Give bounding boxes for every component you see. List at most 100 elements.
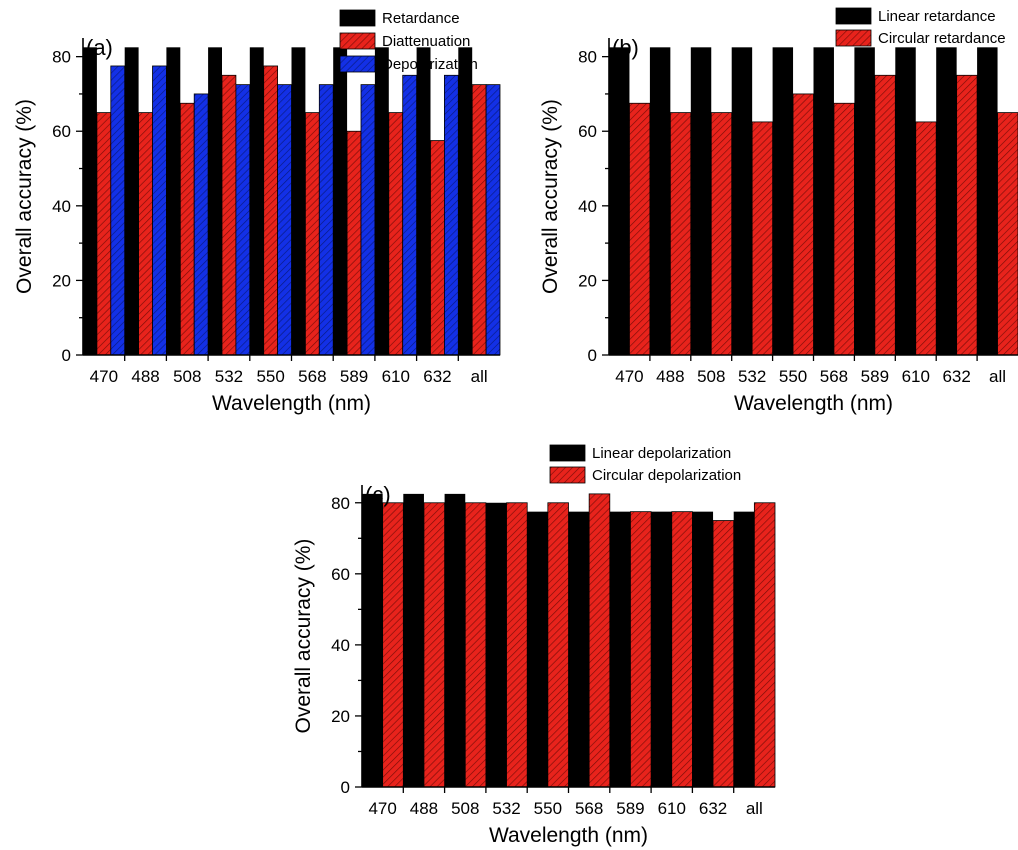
- y-tick-label-0: 0: [588, 346, 597, 365]
- bar-linear-depolarization-632: [692, 511, 714, 787]
- bar-linear-retardance-632: [936, 47, 957, 355]
- y-tick-label-20: 20: [578, 271, 597, 290]
- x-tick-label-488: 488: [131, 367, 159, 386]
- bar-diattenuation-568: [304, 112, 320, 356]
- bar-circular-retardance-550: [792, 93, 814, 356]
- panel-b-chart: 0 20 40 60 80 470 488 508 532 550 568 589 610 632 all W…: [539, 7, 1018, 415]
- bar-diattenuation-610: [388, 112, 404, 356]
- bar-circular-retardance-532: [751, 121, 774, 356]
- bar-depolarization-550: [277, 84, 292, 356]
- x-tick-label-470: 470: [615, 367, 643, 386]
- series-linear-depolarization: [362, 493, 755, 787]
- y-tick-label-20: 20: [52, 271, 71, 290]
- x-tick-label-610: 610: [382, 367, 410, 386]
- x-tick-label-532: 532: [492, 799, 520, 818]
- bar-retardance-568: [291, 47, 306, 355]
- bar-depolarization-508: [193, 93, 209, 356]
- bar-depolarization-589: [360, 84, 376, 356]
- bar-retardance-all: [458, 47, 473, 355]
- legend-swatch-retardance: [339, 9, 376, 27]
- bar-linear-retardance-589: [854, 47, 875, 355]
- panel-c-chart: 0 20 40 60 80 470 488 508 532 550 568 589 610 632 all W…: [292, 444, 776, 847]
- bar-linear-depolarization-488: [403, 493, 424, 787]
- y-axis-title: Overall accuracy (%): [292, 539, 315, 734]
- bar-retardance-632: [416, 47, 431, 355]
- legend-label-diattenuation: Diattenuation: [382, 33, 470, 50]
- bar-circular-retardance-508: [710, 112, 733, 356]
- panel-a-chart: 0 20 40 60 80 470 488 508 532 550 568 589 610 632 all W…: [13, 9, 501, 415]
- x-tick-label-all: all: [471, 367, 488, 386]
- bar-linear-retardance-488: [649, 47, 671, 355]
- x-tick-label-568: 568: [298, 367, 326, 386]
- legend-swatch-diattenuation: [339, 32, 376, 50]
- x-tick-label-589: 589: [340, 367, 368, 386]
- y-tick-label-40: 40: [578, 197, 597, 216]
- x-tick-label-all: all: [989, 367, 1006, 386]
- x-tick-label-508: 508: [173, 367, 201, 386]
- bar-retardance-488: [124, 47, 139, 355]
- bar-diattenuation-470: [96, 112, 112, 356]
- bar-diattenuation-589: [346, 130, 362, 356]
- legend-swatch-circular-retardance: [835, 29, 872, 47]
- y-tick-label-60: 60: [52, 122, 71, 141]
- series-depolarization: [110, 65, 501, 356]
- bar-retardance-508: [166, 47, 181, 355]
- x-axis-title: Wavelength (nm): [212, 392, 371, 415]
- panel-label: (a): [86, 35, 113, 60]
- x-tick-label-589: 589: [616, 799, 644, 818]
- panel-label: (b): [612, 35, 639, 60]
- legend: Linear retardance Circular retardance: [835, 7, 1006, 47]
- x-tick-label-610: 610: [658, 799, 686, 818]
- bar-depolarization-568: [318, 84, 334, 356]
- bar-linear-retardance-470: [609, 47, 630, 355]
- legend-label-depolarization: Depolarization: [382, 56, 478, 73]
- bar-circular-retardance-all: [997, 112, 1018, 356]
- bar-diattenuation-632: [430, 140, 445, 356]
- x-tick-label-488: 488: [410, 799, 438, 818]
- bar-circular-depolarization-568: [588, 493, 611, 788]
- y-tick-label-20: 20: [331, 707, 350, 726]
- x-axis-title: Wavelength (nm): [734, 392, 893, 415]
- x-tick-label-532: 532: [215, 367, 243, 386]
- bar-circular-depolarization-589: [630, 511, 652, 788]
- bar-linear-depolarization-568: [568, 511, 590, 787]
- bar-circular-depolarization-all: [753, 502, 776, 788]
- legend-swatch-linear-depolarization: [549, 444, 586, 462]
- bar-circular-depolarization-550: [547, 502, 569, 788]
- legend-label-retardance: Retardance: [382, 10, 460, 27]
- x-tick-label-470: 470: [90, 367, 118, 386]
- x-tick-label-568: 568: [575, 799, 603, 818]
- bar-circular-retardance-568: [833, 102, 855, 356]
- x-tick-label-508: 508: [697, 367, 725, 386]
- legend-label-linear-retardance: Linear retardance: [878, 8, 996, 25]
- series-linear-retardance: [609, 47, 998, 355]
- legend-label-circular-depolarization: Circular depolarization: [592, 467, 741, 484]
- bar-depolarization-all: [485, 84, 501, 356]
- x-tick-label-508: 508: [451, 799, 479, 818]
- legend: Linear depolarization Circular depolariza…: [549, 444, 741, 484]
- series-retardance: [83, 47, 473, 355]
- x-axis-title: Wavelength (nm): [489, 824, 648, 847]
- x-tick-label-532: 532: [738, 367, 766, 386]
- y-tick-label-40: 40: [52, 197, 71, 216]
- bar-linear-depolarization-470: [362, 493, 383, 787]
- bar-retardance-589: [333, 47, 348, 355]
- y-tick-label-80: 80: [578, 48, 597, 67]
- bar-circular-retardance-470: [629, 102, 651, 356]
- bar-circular-depolarization-488: [423, 502, 446, 788]
- bar-depolarization-470: [110, 65, 126, 356]
- x-tick-label-610: 610: [902, 367, 930, 386]
- bar-retardance-550: [249, 47, 264, 355]
- series-diattenuation: [96, 65, 487, 356]
- bar-circular-depolarization-532: [506, 502, 528, 788]
- y-axis-title: Overall accuracy (%): [539, 99, 562, 294]
- legend-label-linear-depolarization: Linear depolarization: [592, 445, 731, 462]
- bar-circular-retardance-632: [956, 74, 978, 356]
- x-tick-label-470: 470: [368, 799, 396, 818]
- bar-retardance-470: [83, 47, 97, 355]
- bar-linear-depolarization-589: [609, 511, 631, 787]
- bar-circular-depolarization-508: [464, 502, 487, 788]
- bar-circular-retardance-488: [669, 112, 692, 356]
- bar-diattenuation-508: [179, 102, 195, 356]
